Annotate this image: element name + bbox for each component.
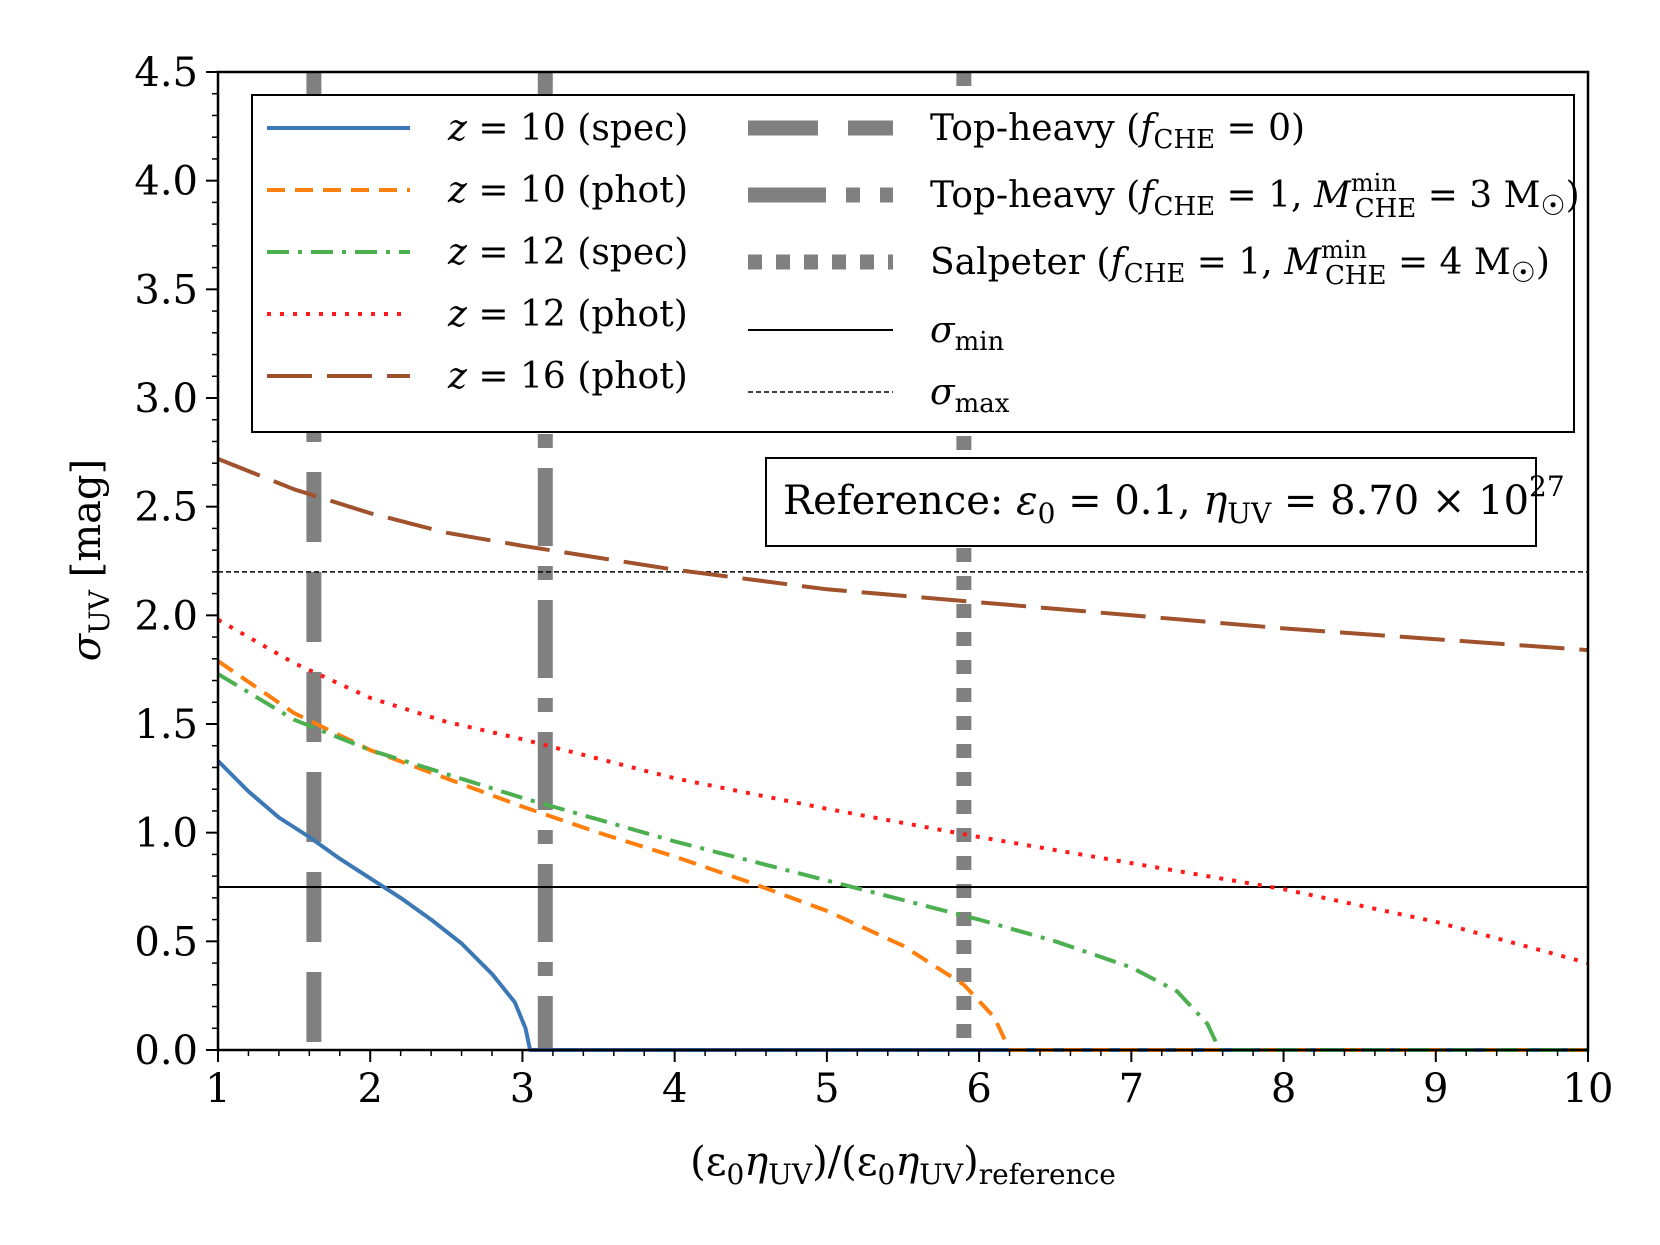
y-tick-label: 3.0 [134,376,198,422]
legend-label-3: z = 12 (spec) [447,232,688,273]
x-tick-label: 6 [966,1066,991,1112]
legend-label-1: z = 10 (spec) [447,108,688,149]
x-tick-label: 9 [1423,1066,1448,1112]
legend-label-vline-1: Top-heavy (fCHE = 0) [930,108,1305,155]
y-tick-label: 4.5 [134,50,198,96]
y-axis-title: σUV [mag] [64,459,116,661]
axis-ticks: 1 2 3 4 5 6 7 8 9 10 0.0 0.5 1.0 1.5 2.0 2.5 3.0 3.5 4.0 4.… [134,50,1613,1112]
reference-text: Reference: ε0 = 0.1, ηUV = 8.70 × 1027 [783,470,1565,530]
legend-label-5: z = 16 (phot) [447,356,688,397]
legend-label-hline-2: σmax [930,372,1010,419]
legend-label-vline-3: Salpeter (fCHE = 1, Mmin CHE = 4 M☉) [930,236,1550,291]
series-line-5 [217,457,1589,653]
series-line-2 [216,659,1588,1052]
x-tick-label: 1 [205,1066,230,1112]
x-tick-label: 4 [662,1066,687,1112]
y-tick-label: 1.0 [134,811,198,857]
data-series [216,457,1589,1052]
x-tick-label: 10 [1563,1066,1614,1112]
y-tick-label: 0.5 [134,919,198,965]
legend-label-vline-2: Top-heavy (fCHE = 1, Mmin CHE = 3 M☉) [930,169,1580,224]
series-line-1 [216,759,1588,1052]
y-tick-label: 3.5 [134,267,198,313]
x-tick-label: 5 [814,1066,839,1112]
x-tick-label: 2 [357,1066,382,1112]
legend-label-4: z = 12 (phot) [447,294,688,335]
x-axis-title: (ε0ηUV)/(ε0ηUV)reference [690,1139,1116,1191]
x-tick-label: 8 [1271,1066,1296,1112]
y-tick-label: 1.5 [134,702,198,748]
y-tick-label: 4.0 [134,159,198,205]
x-tick-label: 7 [1119,1066,1144,1112]
x-tick-label: 3 [510,1066,535,1112]
legend-label-2: z = 10 (phot) [447,170,688,211]
series-line-3 [216,672,1588,1052]
reference-box [765,457,1537,547]
legend: z = 10 (spec) z = 10 (phot) z = 12 (spec) z… [267,108,1580,419]
plot-frame [216,70,1590,1052]
y-tick-label: 2.5 [134,485,198,531]
y-tick-label: 2.0 [134,593,198,639]
y-tick-label: 0.0 [134,1028,198,1074]
legend-box [251,94,1575,433]
legend-label-hline-1: σmin [930,310,1005,357]
series-line-4 [217,617,1589,966]
horizontal-reference-lines [218,571,1588,888]
